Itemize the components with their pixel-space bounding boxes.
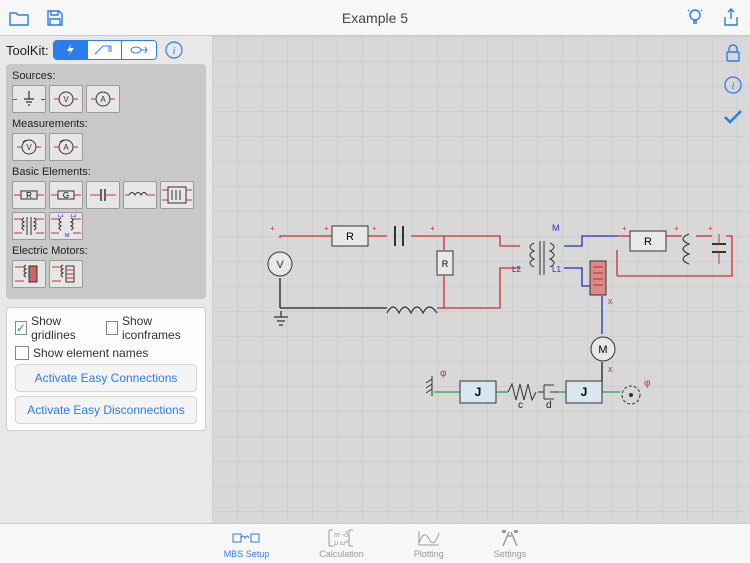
checkbox-element-names[interactable] [15,346,29,360]
component-transformer-2[interactable] [12,212,46,240]
label-iconframes: Show iconframes [122,314,197,342]
share-button[interactable] [720,7,742,29]
component-ground[interactable] [12,85,46,113]
section-sources-label: Sources: [12,70,200,82]
svg-text:+: + [430,224,435,233]
calculation-icon: m -δμ ω²-1 [327,528,355,548]
svg-text:R: R [26,191,32,200]
btn-easy-connections[interactable]: Activate Easy Connections [15,364,197,392]
canvas-info-button[interactable]: i [722,74,744,96]
section-basic-label: Basic Elements: [12,166,200,178]
component-voltage-source[interactable]: V [49,85,83,113]
svg-text:x: x [608,296,613,306]
tab-plotting[interactable]: Plotting [414,528,444,559]
svg-text:J: J [475,385,482,399]
label-element-names: Show element names [33,346,148,360]
svg-text:φ: φ [644,378,651,389]
component-conductance[interactable]: G [49,181,83,209]
svg-text:V: V [63,95,69,104]
toolkit-info-button[interactable]: i [165,41,183,59]
toolkit-domain-segmented[interactable] [53,40,157,60]
mbs-setup-icon [231,528,261,548]
svg-text:x: x [608,364,613,374]
component-motor-emf-2[interactable] [49,260,83,288]
circuit-svg: V R R R M J J M L2 L1 c d x x φ φ + + + + + + + [212,36,750,523]
svg-text:J: J [581,385,588,399]
svg-text:V: V [26,143,32,152]
component-voltmeter[interactable]: V [12,133,46,161]
tab-mbs-setup[interactable]: MBS Setup [224,528,270,559]
component-capacitor[interactable] [86,181,120,209]
section-measurements-label: Measurements: [12,118,200,130]
checkbox-gridlines[interactable] [15,321,27,335]
svg-text:+: + [674,224,679,233]
svg-text:d: d [546,400,552,411]
svg-text:φ: φ [440,368,447,379]
svg-text:M: M [598,344,607,356]
open-folder-button[interactable] [8,7,30,29]
svg-text:+: + [270,224,275,233]
settings-icon [499,528,521,548]
seg-mechanical-trans[interactable] [88,41,122,59]
svg-text:+: + [708,224,713,233]
svg-text:L1: L1 [552,265,561,274]
lock-button[interactable] [722,42,744,64]
save-button[interactable] [44,7,66,29]
checkbox-iconframes[interactable] [106,321,118,335]
label-gridlines: Show gridlines [31,314,94,342]
toolkit-panel: Sources: V A Measurements: V [6,64,206,299]
svg-text:c: c [518,400,523,411]
svg-text:R: R [644,236,652,248]
plotting-icon [417,528,441,548]
svg-text:R: R [346,231,354,243]
svg-text:G: G [63,191,69,200]
svg-text:A: A [100,95,106,104]
component-ideal-transformer[interactable] [160,181,194,209]
svg-text:L2: L2 [71,214,77,219]
seg-mechanical-rot[interactable] [122,41,156,59]
svg-text:+: + [324,224,329,233]
canvas-tools: i [722,42,744,128]
tab-calculation[interactable]: m -δμ ω²-1 Calculation [319,528,364,559]
seg-electrical[interactable] [54,41,88,59]
component-motor-emf-1[interactable] [12,260,46,288]
svg-text:μ ω²: μ ω² [334,540,349,547]
toolkit-label: ToolKit: [6,43,49,58]
section-motors-label: Electric Motors: [12,245,200,257]
page-title: Example 5 [0,10,750,26]
svg-text:i: i [172,45,175,57]
svg-text:m -δ: m -δ [334,532,348,539]
toolkit-sidebar: ToolKit: i Sources: [0,36,212,523]
svg-text:A: A [63,143,69,152]
tab-settings[interactable]: Settings [494,528,527,559]
main-area: ToolKit: i Sources: [0,36,750,523]
tab-plot-label: Plotting [414,549,444,559]
tab-settings-label: Settings [494,549,527,559]
svg-text:R: R [442,259,449,269]
tab-mbs-label: MBS Setup [224,549,270,559]
options-panel: Show gridlines Show iconframes Show elem… [6,307,206,431]
bottom-tabbar: MBS Setup m -δμ ω²-1 Calculation Plottin… [0,523,750,563]
svg-text:M: M [65,233,69,238]
top-navbar: Example 5 [0,0,750,36]
component-ammeter[interactable]: A [49,133,83,161]
svg-text:+: + [622,224,627,233]
component-transformer-l1l2[interactable]: L1 L2 M [49,212,83,240]
svg-text:L2: L2 [512,265,521,274]
svg-text:V: V [276,259,284,271]
svg-text:i: i [731,80,734,92]
svg-text:M: M [552,223,560,233]
svg-text:L1: L1 [58,214,64,219]
schematic-canvas[interactable]: V R R R M J J M L2 L1 c d x x φ φ + + + + + + + i [212,36,750,523]
component-inductor[interactable] [123,181,157,209]
component-resistor[interactable]: R [12,181,46,209]
hint-lightbulb-button[interactable] [684,7,706,29]
svg-text:+: + [372,224,377,233]
tab-calc-label: Calculation [319,549,364,559]
btn-easy-disconnections[interactable]: Activate Easy Disconnections [15,396,197,424]
confirm-check-button[interactable] [722,106,744,128]
component-current-source[interactable]: A [86,85,120,113]
